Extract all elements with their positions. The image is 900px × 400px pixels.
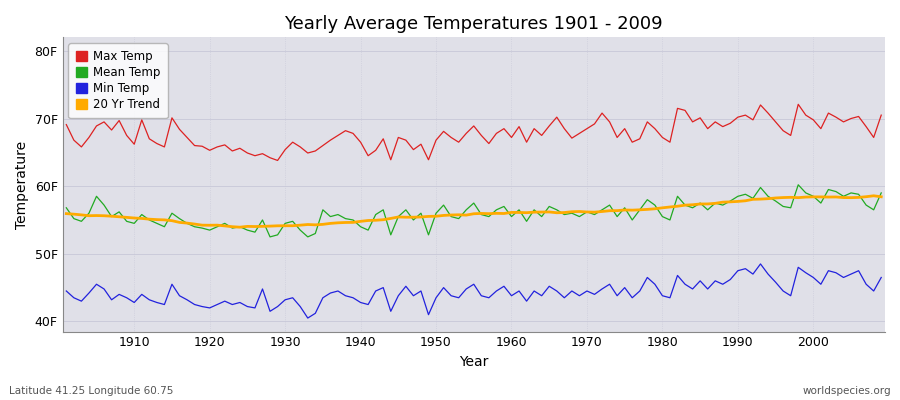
Min Temp xyxy=(755,262,766,266)
Max Temp xyxy=(272,158,283,163)
Mean Temp xyxy=(122,219,132,224)
Min Temp xyxy=(340,293,351,298)
20 Yr Trend xyxy=(235,225,246,230)
20 Yr Trend xyxy=(122,215,132,220)
Mean Temp xyxy=(876,190,886,195)
Max Temp xyxy=(61,122,72,127)
Max Temp xyxy=(793,102,804,107)
20 Yr Trend xyxy=(340,220,351,225)
Min Temp xyxy=(122,295,132,300)
Text: worldspecies.org: worldspecies.org xyxy=(803,386,891,396)
Line: 20 Yr Trend: 20 Yr Trend xyxy=(67,196,881,227)
Max Temp xyxy=(876,113,886,118)
Max Temp xyxy=(340,128,351,133)
Max Temp xyxy=(514,124,525,129)
Mean Temp xyxy=(265,234,275,239)
20 Yr Trend xyxy=(876,194,886,199)
Max Temp xyxy=(122,133,132,138)
Max Temp xyxy=(604,120,615,124)
Min Temp xyxy=(302,316,313,320)
Mean Temp xyxy=(514,208,525,212)
20 Yr Trend xyxy=(514,210,525,215)
20 Yr Trend xyxy=(604,208,615,213)
20 Yr Trend xyxy=(61,211,72,216)
Max Temp xyxy=(506,135,517,140)
Line: Mean Temp: Mean Temp xyxy=(67,185,881,237)
Min Temp xyxy=(876,275,886,280)
Min Temp xyxy=(287,295,298,300)
Min Temp xyxy=(61,288,72,293)
Mean Temp xyxy=(295,228,306,232)
Mean Temp xyxy=(506,214,517,219)
Min Temp xyxy=(506,293,517,298)
Text: Latitude 41.25 Longitude 60.75: Latitude 41.25 Longitude 60.75 xyxy=(9,386,174,396)
Legend: Max Temp, Mean Temp, Min Temp, 20 Yr Trend: Max Temp, Mean Temp, Min Temp, 20 Yr Tre… xyxy=(68,43,167,118)
Mean Temp xyxy=(604,203,615,208)
20 Yr Trend xyxy=(868,193,879,198)
20 Yr Trend xyxy=(506,210,517,215)
Y-axis label: Temperature: Temperature xyxy=(15,140,29,228)
Min Temp xyxy=(514,288,525,293)
Max Temp xyxy=(295,144,306,149)
Min Temp xyxy=(604,282,615,287)
Title: Yearly Average Temperatures 1901 - 2009: Yearly Average Temperatures 1901 - 2009 xyxy=(284,15,663,33)
X-axis label: Year: Year xyxy=(459,355,489,369)
20 Yr Trend xyxy=(295,223,306,228)
Mean Temp xyxy=(340,216,351,221)
Mean Temp xyxy=(61,205,72,210)
Line: Max Temp: Max Temp xyxy=(67,104,881,160)
Mean Temp xyxy=(793,182,804,187)
Line: Min Temp: Min Temp xyxy=(67,264,881,318)
